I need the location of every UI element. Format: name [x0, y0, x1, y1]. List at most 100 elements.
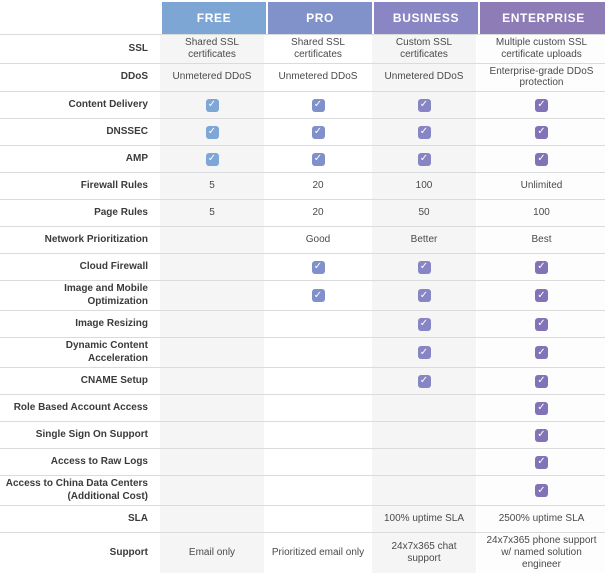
cell-enterprise: ✓: [478, 422, 605, 449]
cell-enterprise: ✓: [478, 476, 605, 506]
cell-free: [160, 227, 264, 254]
check-icon: ✓: [535, 346, 548, 360]
check-icon: ✓: [311, 125, 325, 139]
cell-enterprise: ✓: [478, 338, 605, 368]
cell-free: 5: [160, 200, 264, 227]
check-icon: ✓: [311, 152, 325, 166]
cell-enterprise: 100: [478, 200, 605, 227]
cell-pro: [266, 338, 370, 368]
cell-free: Email only: [160, 533, 264, 573]
cell-pro: ✓: [266, 281, 370, 311]
cell-enterprise: ✓: [478, 395, 605, 422]
row-label: Image Resizing: [75, 317, 148, 329]
cell-enterprise: Enterprise-grade DDoS protection: [478, 63, 605, 92]
check-icon: ✓: [417, 125, 431, 139]
row-label: Page Rules: [94, 206, 148, 218]
row-label: DNSSEC: [106, 125, 148, 137]
check-icon: ✓: [417, 98, 431, 112]
cell-enterprise: ✓: [478, 119, 605, 146]
cell-business: Unmetered DDoS: [372, 63, 476, 92]
cell-business: 50: [372, 200, 476, 227]
cell-free: [160, 281, 264, 311]
check-icon: ✓: [417, 374, 431, 388]
row-label: SLA: [128, 512, 148, 524]
check-icon: ✓: [535, 374, 548, 388]
row-label: Cloud Firewall: [79, 260, 148, 272]
table-row: Network Prioritization Good Better Best: [0, 226, 605, 254]
table-body: SSL Shared SSL certificates Shared SSL cer…: [0, 34, 605, 573]
cell-enterprise: 2500% uptime SLA: [478, 506, 605, 533]
cell-free: [160, 422, 264, 449]
cell-business: Custom SSL certificates: [372, 35, 476, 63]
cell-pro: [266, 395, 370, 422]
check-icon: ✓: [205, 98, 219, 112]
check-icon: ✓: [311, 260, 325, 274]
cell-pro: Prioritized email only: [266, 533, 370, 573]
cell-pro: [266, 449, 370, 476]
cell-business: ✓: [372, 119, 476, 146]
plan-header-pro: PRO: [268, 2, 372, 34]
cell-enterprise: Unlimited: [478, 173, 605, 200]
cell-pro: Unmetered DDoS: [266, 63, 370, 92]
table-row: Content Delivery ✓ ✓ ✓ ✓: [0, 91, 605, 119]
check-icon: ✓: [535, 455, 548, 469]
cell-free: [160, 476, 264, 506]
cell-business: ✓: [372, 92, 476, 119]
row-label: Image and Mobile Optimization: [64, 283, 148, 307]
table-row: Image and Mobile Optimization ✓ ✓ ✓: [0, 280, 605, 311]
row-label: Support: [109, 546, 148, 558]
cell-enterprise: ✓: [478, 368, 605, 395]
plan-header-free: FREE: [162, 2, 266, 34]
cell-business: ✓: [372, 146, 476, 173]
cell-pro: ✓: [266, 119, 370, 146]
cell-business: ✓: [372, 368, 476, 395]
cell-pro: ✓: [266, 146, 370, 173]
table-row: SSL Shared SSL certificates Shared SSL cer…: [0, 34, 605, 63]
table-row: Role Based Account Access ✓: [0, 394, 605, 422]
check-icon: ✓: [417, 289, 431, 303]
cell-free: [160, 338, 264, 368]
cell-enterprise: ✓: [478, 449, 605, 476]
cell-enterprise: 24x7x365 phone support w/ named solution…: [478, 533, 605, 573]
table-row: DNSSEC ✓ ✓ ✓ ✓: [0, 118, 605, 146]
check-icon: ✓: [535, 289, 548, 303]
cell-business: 100: [372, 173, 476, 200]
check-icon: ✓: [417, 317, 431, 331]
cell-business: ✓: [372, 338, 476, 368]
cell-pro: ✓: [266, 254, 370, 281]
cell-free: [160, 311, 264, 338]
cell-free: ✓: [160, 92, 264, 119]
check-icon: ✓: [535, 484, 548, 498]
cell-free: [160, 506, 264, 533]
check-icon: ✓: [535, 428, 548, 442]
table-row: Page Rules 5 20 50 100: [0, 199, 605, 227]
cell-pro: [266, 506, 370, 533]
cell-business: 24x7x365 chat support: [372, 533, 476, 573]
plan-header-enterprise: ENTERPRISE: [480, 2, 605, 34]
table-row: Single Sign On Support ✓: [0, 421, 605, 449]
table-row: Cloud Firewall ✓ ✓ ✓: [0, 253, 605, 281]
check-icon: ✓: [205, 125, 219, 139]
row-label: Content Delivery: [68, 98, 148, 110]
table-row: Image Resizing ✓ ✓: [0, 310, 605, 338]
cell-business: ✓: [372, 281, 476, 311]
table-row: Access to Raw Logs ✓: [0, 448, 605, 476]
header-spacer: [0, 2, 160, 34]
cell-business: ✓: [372, 311, 476, 338]
cell-pro: [266, 368, 370, 395]
check-icon: ✓: [535, 98, 548, 112]
cell-enterprise: ✓: [478, 254, 605, 281]
table-row: Support Email only Prioritized email only 2…: [0, 532, 605, 573]
cell-enterprise: ✓: [478, 146, 605, 173]
plan-header-row: FREE PRO BUSINESS ENTERPRISE: [0, 2, 605, 34]
row-label: Single Sign On Support: [35, 428, 148, 440]
check-icon: ✓: [311, 98, 325, 112]
check-icon: ✓: [417, 346, 431, 360]
cell-pro: [266, 422, 370, 449]
table-row: Firewall Rules 5 20 100 Unlimited: [0, 172, 605, 200]
cell-business: [372, 476, 476, 506]
cell-business: [372, 395, 476, 422]
plan-header-business: BUSINESS: [374, 2, 478, 34]
cell-pro: [266, 476, 370, 506]
